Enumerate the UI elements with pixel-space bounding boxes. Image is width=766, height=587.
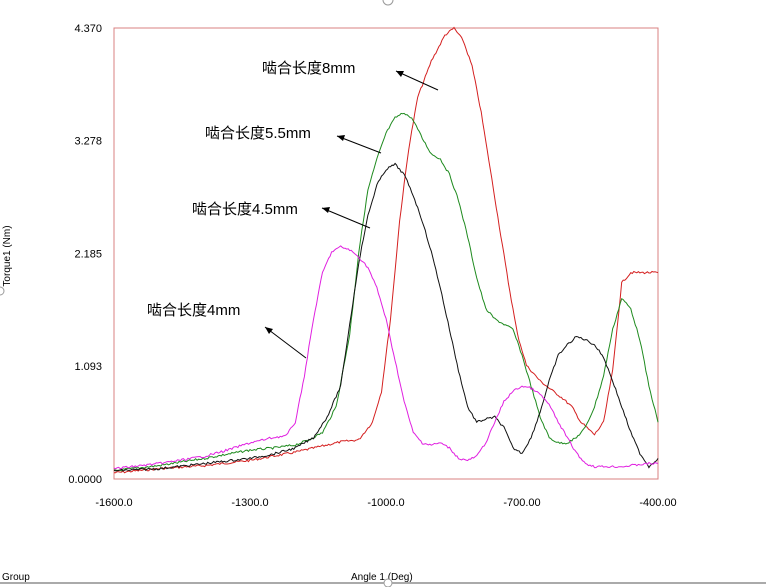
- y-tick-label: 1.093: [74, 361, 102, 373]
- annotation-4mm-label: 啮合长度4mm: [147, 302, 240, 319]
- annotation-4-5mm-label: 啮合长度4.5mm: [192, 201, 298, 218]
- series-layer: [113, 26, 659, 474]
- group-label: Group: [2, 572, 30, 583]
- top-marker-icon[interactable]: [382, 0, 394, 6]
- x-tick-label: -1300.0: [231, 497, 268, 509]
- x-tick-labels: -1600.0 -1300.0 -1000.0 -700.00 -400.00: [95, 497, 676, 509]
- y-tick-label: 2.185: [74, 249, 102, 261]
- annotation-8mm: 啮合长度8mm: [262, 60, 439, 91]
- annotation-5-5mm: 啮合长度5.5mm: [205, 125, 382, 154]
- x-tick-label: -700.00: [503, 497, 540, 509]
- annotation-5-5mm-arrow: [336, 135, 382, 154]
- y-tick-label: 3.278: [74, 136, 102, 148]
- x-tick-label: -1600.0: [95, 497, 132, 509]
- x-tick-label: -400.00: [639, 497, 676, 509]
- series-line-black: [113, 162, 659, 472]
- arrowhead-icon: [337, 135, 345, 141]
- x-axis-title: Angle 1 (Deg): [351, 572, 413, 583]
- annotation-4-5mm: 啮合长度4.5mm: [192, 201, 371, 229]
- annotation-8mm-label: 啮合长度8mm: [262, 60, 355, 77]
- series-line-magenta: [113, 245, 659, 470]
- series-line-green: [113, 112, 659, 472]
- y-axis-title: Torque1 (Nm): [2, 225, 13, 286]
- x-tick-label: -1000.0: [367, 497, 404, 509]
- annotation-5-5mm-label: 啮合长度5.5mm: [205, 125, 311, 142]
- y-tick-label: 0.0000: [68, 474, 102, 486]
- series-line-red: [114, 26, 659, 474]
- arrowhead-icon: [396, 71, 404, 77]
- arrowhead-icon: [265, 327, 273, 334]
- annotation-4mm: 啮合长度4mm: [147, 302, 307, 359]
- annotation-4mm-arrow: [264, 326, 307, 359]
- y-tick-label: 4.370: [74, 23, 102, 35]
- annotation-4-5mm-arrow: [321, 207, 371, 229]
- x-axis-handle-icon[interactable]: [383, 578, 393, 587]
- plot-frame: [113, 27, 659, 480]
- footer-bar: Group Angle 1 (Deg): [0, 572, 766, 587]
- y-axis-handle-icon[interactable]: [0, 286, 5, 296]
- arrowhead-icon: [322, 207, 330, 213]
- y-tick-labels: 0.0000 1.093 2.185 3.278 4.370: [68, 23, 102, 486]
- annotation-8mm-arrow: [395, 70, 439, 91]
